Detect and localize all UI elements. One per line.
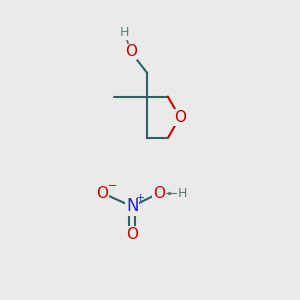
Text: O: O bbox=[125, 44, 137, 59]
Text: −: − bbox=[108, 181, 118, 191]
Text: O: O bbox=[96, 186, 108, 201]
Text: H: H bbox=[120, 26, 129, 39]
Text: O: O bbox=[174, 110, 186, 125]
Text: N: N bbox=[126, 197, 138, 215]
Text: H: H bbox=[178, 187, 188, 200]
Text: O: O bbox=[153, 186, 165, 201]
Text: O: O bbox=[126, 227, 138, 242]
Text: +: + bbox=[136, 193, 145, 203]
